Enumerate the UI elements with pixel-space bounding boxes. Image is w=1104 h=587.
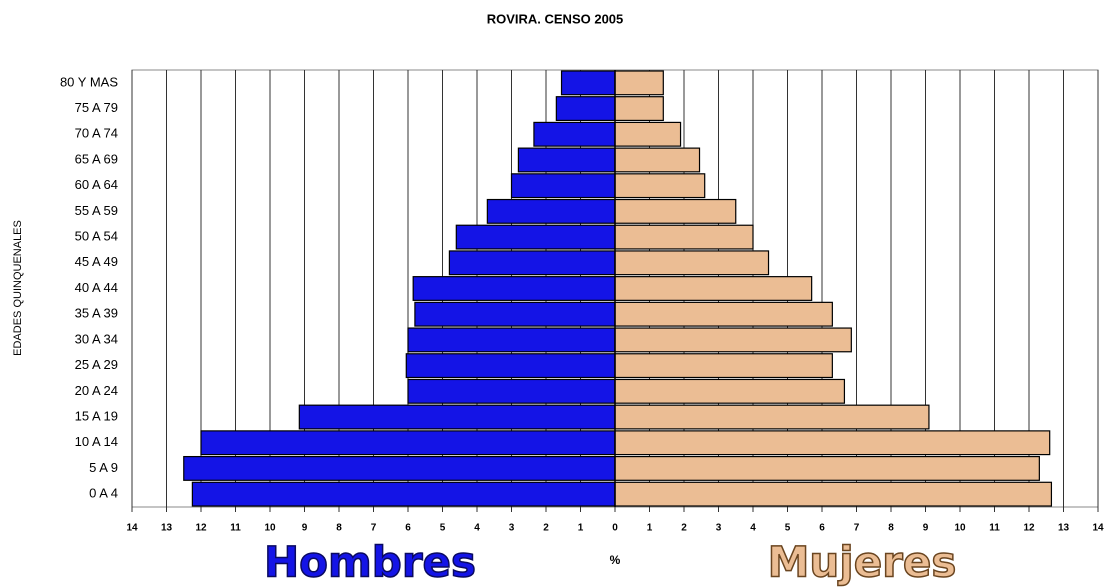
x-tick-label: 8: [336, 523, 342, 534]
x-tick-label: 6: [819, 523, 825, 534]
bar: [298, 404, 616, 430]
y-tick-label: 60 A 64: [75, 177, 118, 192]
bar: [412, 276, 616, 301]
bar: [614, 276, 813, 301]
bar: [191, 481, 616, 507]
bar: [614, 224, 754, 250]
y-tick-label: 45 A 49: [75, 254, 118, 269]
bar: [517, 147, 616, 173]
x-tick-label: 14: [1092, 523, 1104, 534]
x-axis-label: %: [610, 553, 621, 567]
x-tick-label: 7: [371, 523, 377, 534]
y-tick-label: 75 A 79: [75, 100, 118, 115]
y-tick-label: 15 A 19: [75, 408, 118, 423]
bar: [614, 327, 852, 353]
x-tick-label: 11: [989, 523, 1000, 534]
bar: [555, 96, 616, 122]
y-tick-label: 0 A 4: [89, 486, 118, 501]
y-tick-label: 20 A 24: [75, 383, 118, 398]
x-tick-label: 5: [785, 523, 791, 534]
bar: [533, 121, 616, 147]
bar: [510, 173, 616, 199]
y-tick-label: 80 Y MAS: [60, 74, 118, 89]
bar: [614, 404, 930, 430]
x-tick-label: 2: [681, 523, 687, 534]
x-tick-label: 13: [161, 523, 173, 534]
bar: [560, 70, 616, 96]
x-tick-label: 6: [405, 523, 411, 534]
x-tick-label: 13: [1058, 523, 1070, 534]
x-tick-label: 1: [647, 523, 653, 534]
y-tick-label: 35 A 39: [75, 306, 118, 321]
y-tick-label: 50 A 54: [75, 229, 118, 244]
x-tick-label: 14: [126, 523, 138, 534]
bar: [614, 147, 701, 173]
y-tick-label: 55 A 59: [75, 203, 118, 218]
x-tick-label: 8: [888, 523, 894, 534]
bar: [448, 250, 616, 276]
x-tick-label: 12: [1023, 523, 1035, 534]
bar: [614, 378, 846, 404]
x-tick-label: 7: [854, 523, 860, 534]
x-tick-label: 3: [509, 523, 515, 534]
bar: [614, 173, 706, 199]
x-tick-label: 2: [543, 523, 549, 534]
bar: [614, 96, 664, 122]
x-tick-label: 1: [578, 523, 584, 534]
bar: [183, 455, 616, 481]
x-tick-label: 12: [195, 523, 207, 534]
bar: [614, 301, 833, 327]
y-tick-label: 30 A 34: [75, 331, 118, 346]
y-tick-label: 10 A 14: [75, 434, 118, 449]
bar: [200, 430, 616, 456]
bar: [405, 353, 616, 379]
y-tick-label: 5 A 9: [89, 460, 118, 475]
x-tick-label: 3: [716, 523, 722, 534]
x-tick-label: 0: [612, 523, 618, 534]
bar: [455, 224, 616, 250]
bar: [614, 70, 664, 96]
x-tick-label: 11: [230, 523, 241, 534]
bar: [614, 121, 682, 147]
bar: [407, 378, 616, 404]
bar: [614, 198, 737, 224]
x-tick-label: 5: [440, 523, 446, 534]
x-tick-label: 10: [954, 523, 966, 534]
bar: [407, 327, 616, 353]
y-tick-label: 25 A 29: [75, 357, 118, 372]
y-axis-label: EDADES QUINQUENALES: [12, 220, 24, 356]
x-tick-label: 4: [474, 523, 480, 534]
bar: [414, 301, 616, 327]
x-tick-label: 4: [750, 523, 756, 534]
x-tick-label: 9: [302, 523, 308, 534]
legend-label: Mujeres: [768, 538, 957, 587]
bar: [486, 198, 616, 224]
bar: [614, 481, 1053, 507]
x-tick-label: 10: [264, 523, 276, 534]
chart-title: ROVIRA. CENSO 2005: [487, 11, 624, 26]
bar: [614, 353, 833, 379]
bar: [614, 250, 770, 276]
y-tick-label: 65 A 69: [75, 151, 118, 166]
y-tick-label: 70 A 74: [75, 126, 118, 141]
bar: [614, 455, 1040, 481]
y-tick-label: 40 A 44: [75, 280, 118, 295]
bar: [614, 430, 1051, 456]
x-tick-label: 9: [923, 523, 929, 534]
legend-label: Hombres: [264, 538, 476, 587]
